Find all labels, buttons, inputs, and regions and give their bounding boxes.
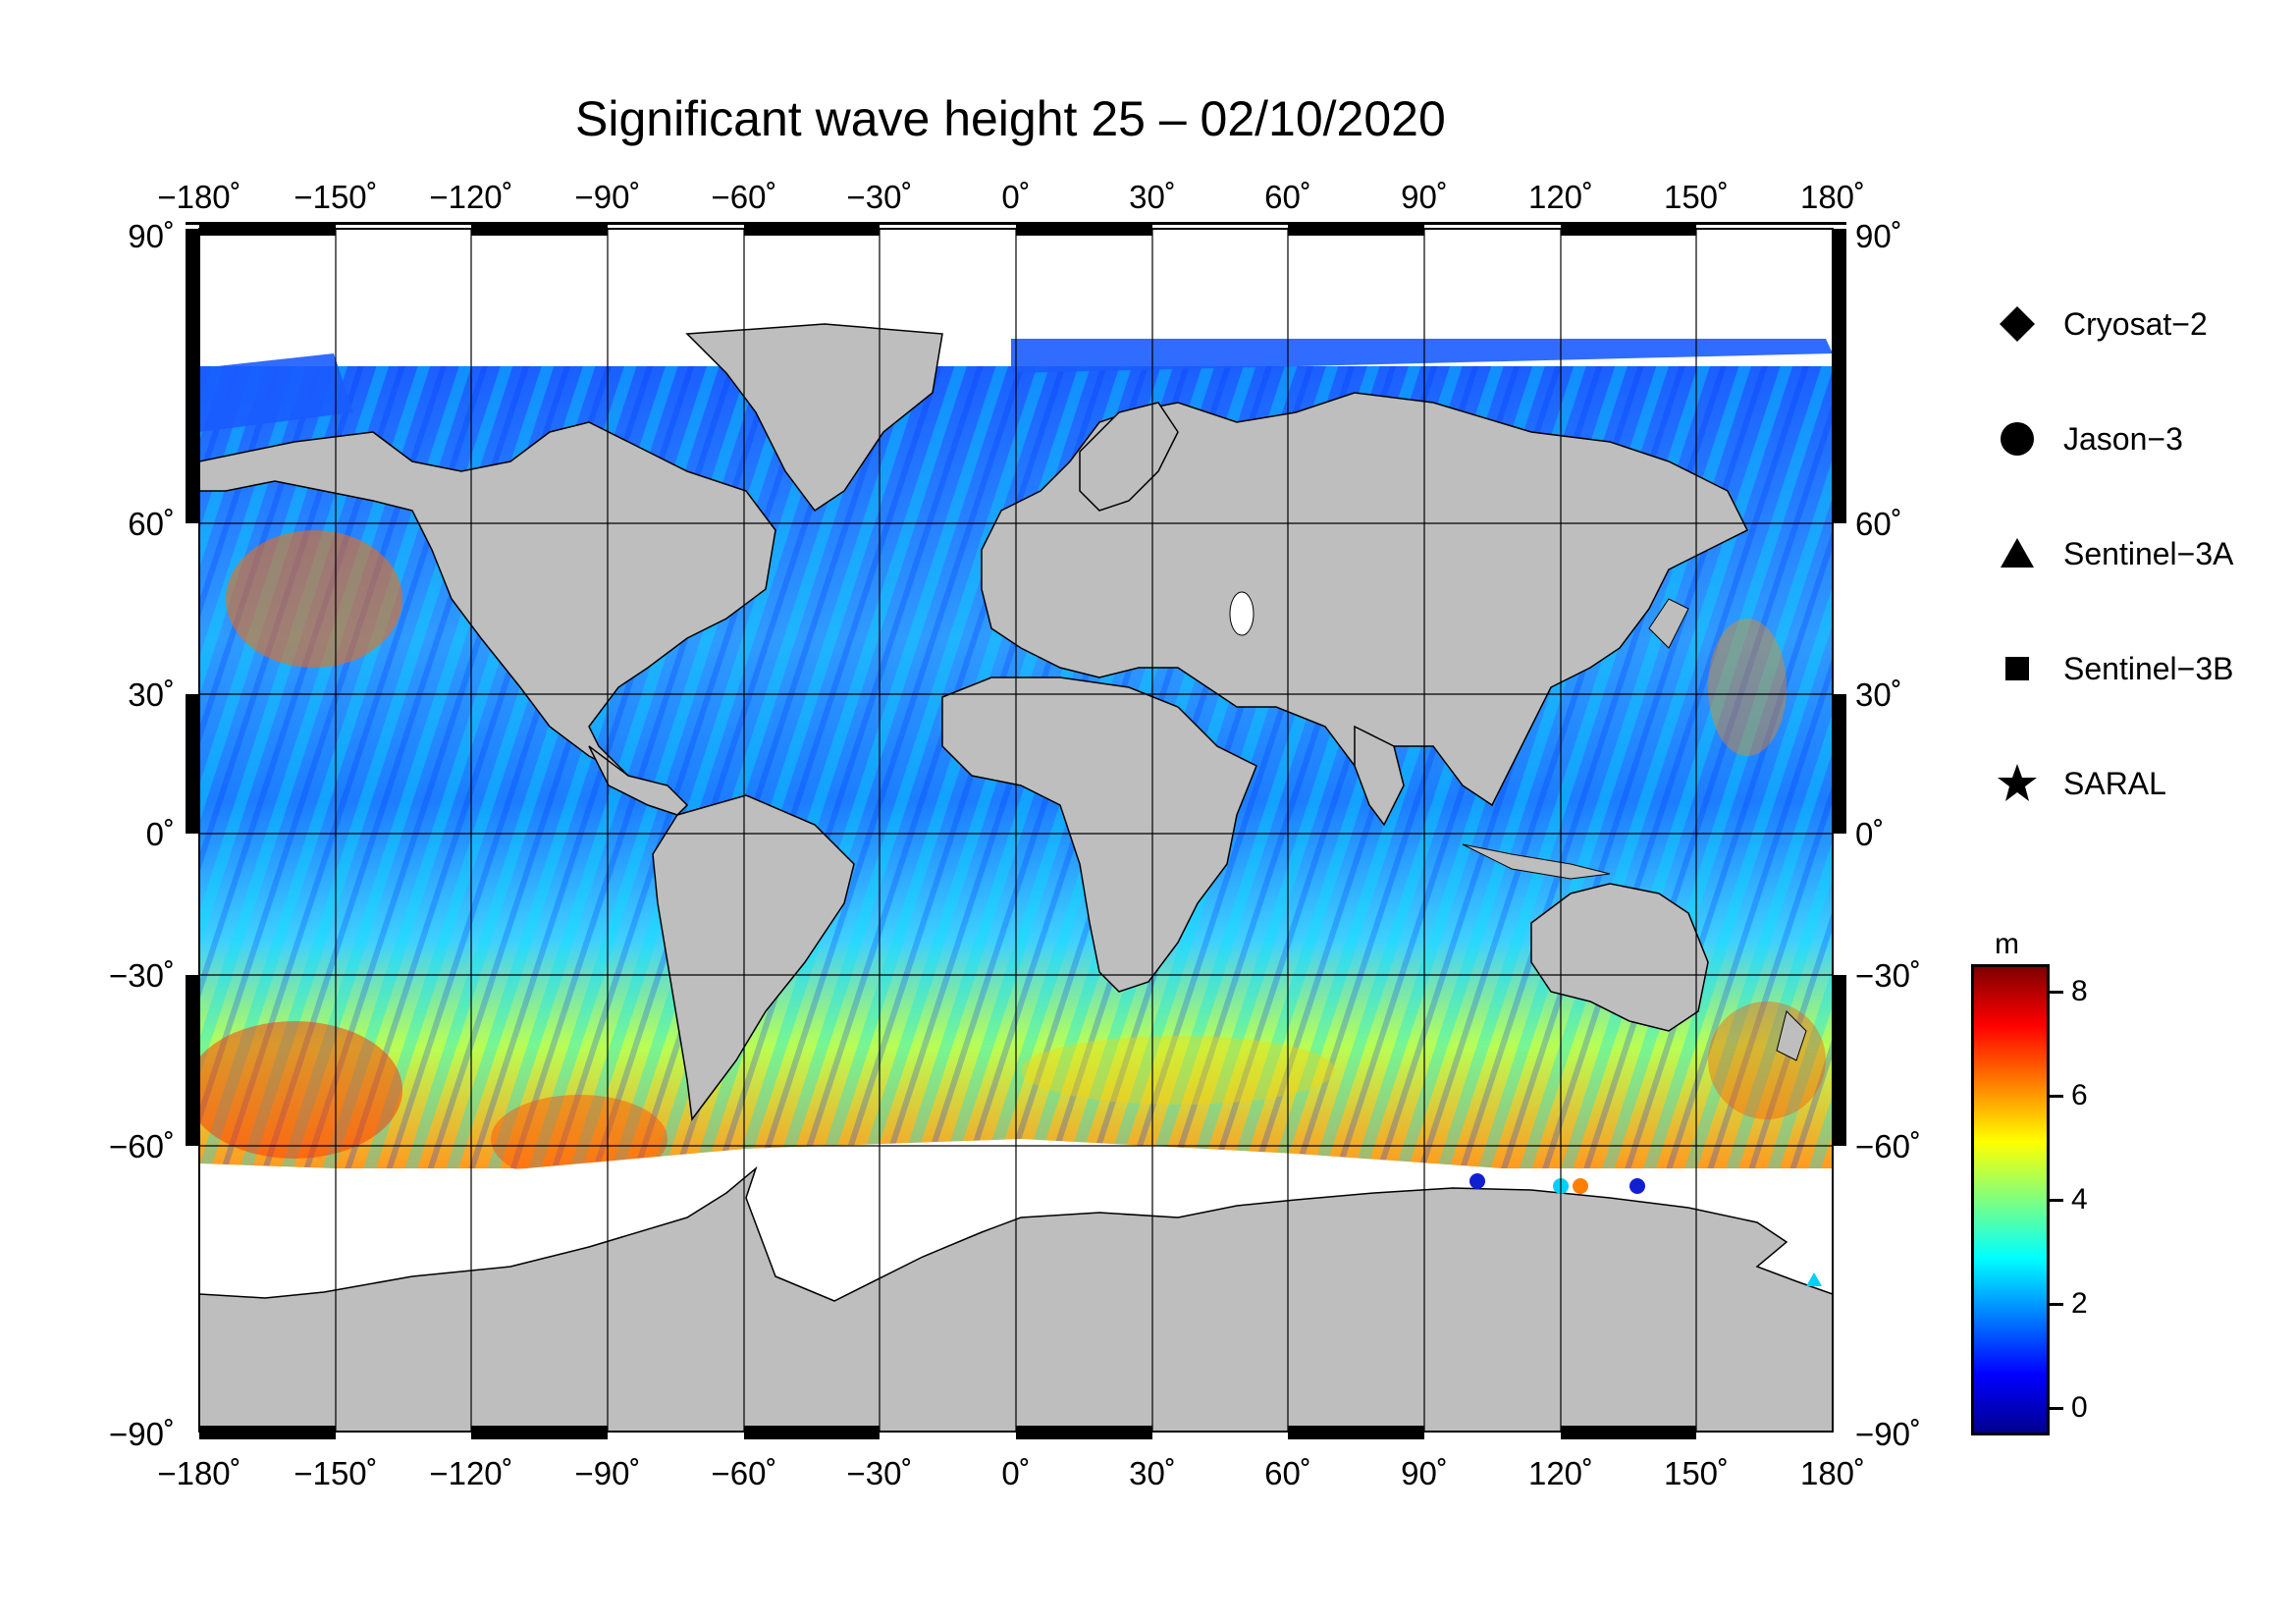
lon-tick: 180˚ (1800, 1455, 1865, 1491)
lat-tick: −60˚ (109, 1128, 175, 1164)
lon-tick: −90˚ (575, 1455, 641, 1491)
lat-tick: −30˚ (109, 957, 175, 994)
lat-tick: 60˚ (128, 506, 175, 542)
lon-tick: 60˚ (1264, 179, 1311, 215)
lon-tick: −30˚ (847, 179, 913, 215)
lon-tick: 120˚ (1528, 1455, 1593, 1491)
colorbar-tick-label: 0 (2071, 1391, 2088, 1424)
lon-tick: 120˚ (1528, 179, 1593, 215)
lat-tick: 30˚ (1855, 676, 1902, 713)
lat-tick: −30˚ (1855, 957, 1921, 994)
lat-tick: −60˚ (1855, 1128, 1921, 1164)
lon-tick: −120˚ (429, 179, 512, 215)
circle-icon (1993, 414, 2042, 463)
colorbar-tickmark (2050, 1199, 2063, 1202)
lat-tick: 90˚ (128, 218, 175, 254)
lat-tick: 30˚ (128, 676, 175, 713)
legend-item-sentinel-3b: Sentinel−3B (1993, 644, 2233, 693)
colorbar-unit: m (1995, 928, 2019, 960)
left-lat-tick-labels: 90˚ 60˚ 30˚ 0˚ −30˚ −60˚ −90˚ (109, 218, 175, 1452)
lat-tick: 0˚ (1855, 816, 1884, 852)
lon-tick: −60˚ (712, 179, 777, 215)
colorbar-tickmark (2050, 1407, 2063, 1410)
lon-tick: −60˚ (712, 1455, 777, 1491)
lon-tick: 180˚ (1800, 179, 1865, 215)
lat-tick: −90˚ (109, 1416, 175, 1452)
lon-tick: 150˚ (1664, 1455, 1729, 1491)
lon-tick: 30˚ (1129, 1455, 1176, 1491)
triangle-icon (1993, 529, 2042, 578)
colorbar-tickmark (2050, 991, 2063, 994)
colorbar-tick-label: 2 (2071, 1287, 2088, 1320)
lon-tick: 0˚ (1001, 1455, 1030, 1491)
colorbar-tickmark (2050, 1095, 2063, 1098)
colorbar-tick-label: 6 (2071, 1079, 2088, 1111)
lon-tick: 0˚ (1001, 179, 1030, 215)
lon-tick: −180˚ (157, 179, 240, 215)
lat-tick: 0˚ (146, 816, 175, 852)
lon-tick: 90˚ (1401, 1455, 1448, 1491)
greenland-land (685, 323, 943, 513)
colorbar-tick-label: 8 (2071, 975, 2088, 1007)
legend-label: Sentinel−3B (2063, 650, 2234, 686)
diamond-icon (1993, 299, 2042, 349)
lon-tick: 90˚ (1401, 179, 1448, 215)
lon-tick: 30˚ (1129, 179, 1176, 215)
top-lon-tick-labels: −180˚ −150˚ −120˚ −90˚ −60˚ −30˚ 0˚ 30˚ … (157, 179, 1865, 215)
map-frame (186, 222, 1846, 1439)
legend-item-saral: SARAL (1993, 759, 2166, 808)
lon-tick: −180˚ (157, 1455, 240, 1491)
legend-label: Cryosat−2 (2063, 305, 2208, 342)
map-title: Significant wave height 25 – 02/10/2020 (575, 91, 1446, 146)
lat-tick: −90˚ (1855, 1416, 1921, 1452)
legend-item-jason: Jason−3 (1993, 414, 2183, 463)
colorbar-tick-label: 4 (2071, 1183, 2088, 1216)
lon-tick: −150˚ (294, 1455, 377, 1491)
right-lat-tick-labels: 90˚ 60˚ 30˚ 0˚ −30˚ −60˚ −90˚ (1855, 218, 1921, 1452)
legend-label: Jason−3 (2063, 420, 2183, 457)
lat-tick: 60˚ (1855, 506, 1902, 542)
legend-label: Sentinel−3A (2063, 535, 2234, 571)
eurasia-land (981, 392, 1749, 807)
australia-land (1530, 883, 1709, 1032)
lon-tick: −30˚ (847, 1455, 913, 1491)
star-icon (1993, 759, 2042, 808)
legend-label: SARAL (2063, 765, 2166, 801)
colorbar-tickmark (2050, 1303, 2063, 1306)
lon-tick: 150˚ (1664, 179, 1729, 215)
lat-tick: 90˚ (1855, 218, 1902, 254)
lon-tick: −120˚ (429, 1455, 512, 1491)
colorbar (1971, 964, 2050, 1435)
north-america-land (199, 421, 776, 777)
legend-item-cryosat: Cryosat−2 (1993, 299, 2208, 349)
lon-tick: −150˚ (294, 179, 377, 215)
south-america-land (652, 794, 855, 1121)
legend-item-sentinel-3a: Sentinel−3A (1993, 529, 2233, 578)
lon-tick: 60˚ (1264, 1455, 1311, 1491)
square-icon (1993, 644, 2042, 693)
lon-tick: −90˚ (575, 179, 641, 215)
bottom-lon-tick-labels: −180˚ −150˚ −120˚ −90˚ −60˚ −30˚ 0˚ 30˚ … (157, 1455, 1865, 1491)
